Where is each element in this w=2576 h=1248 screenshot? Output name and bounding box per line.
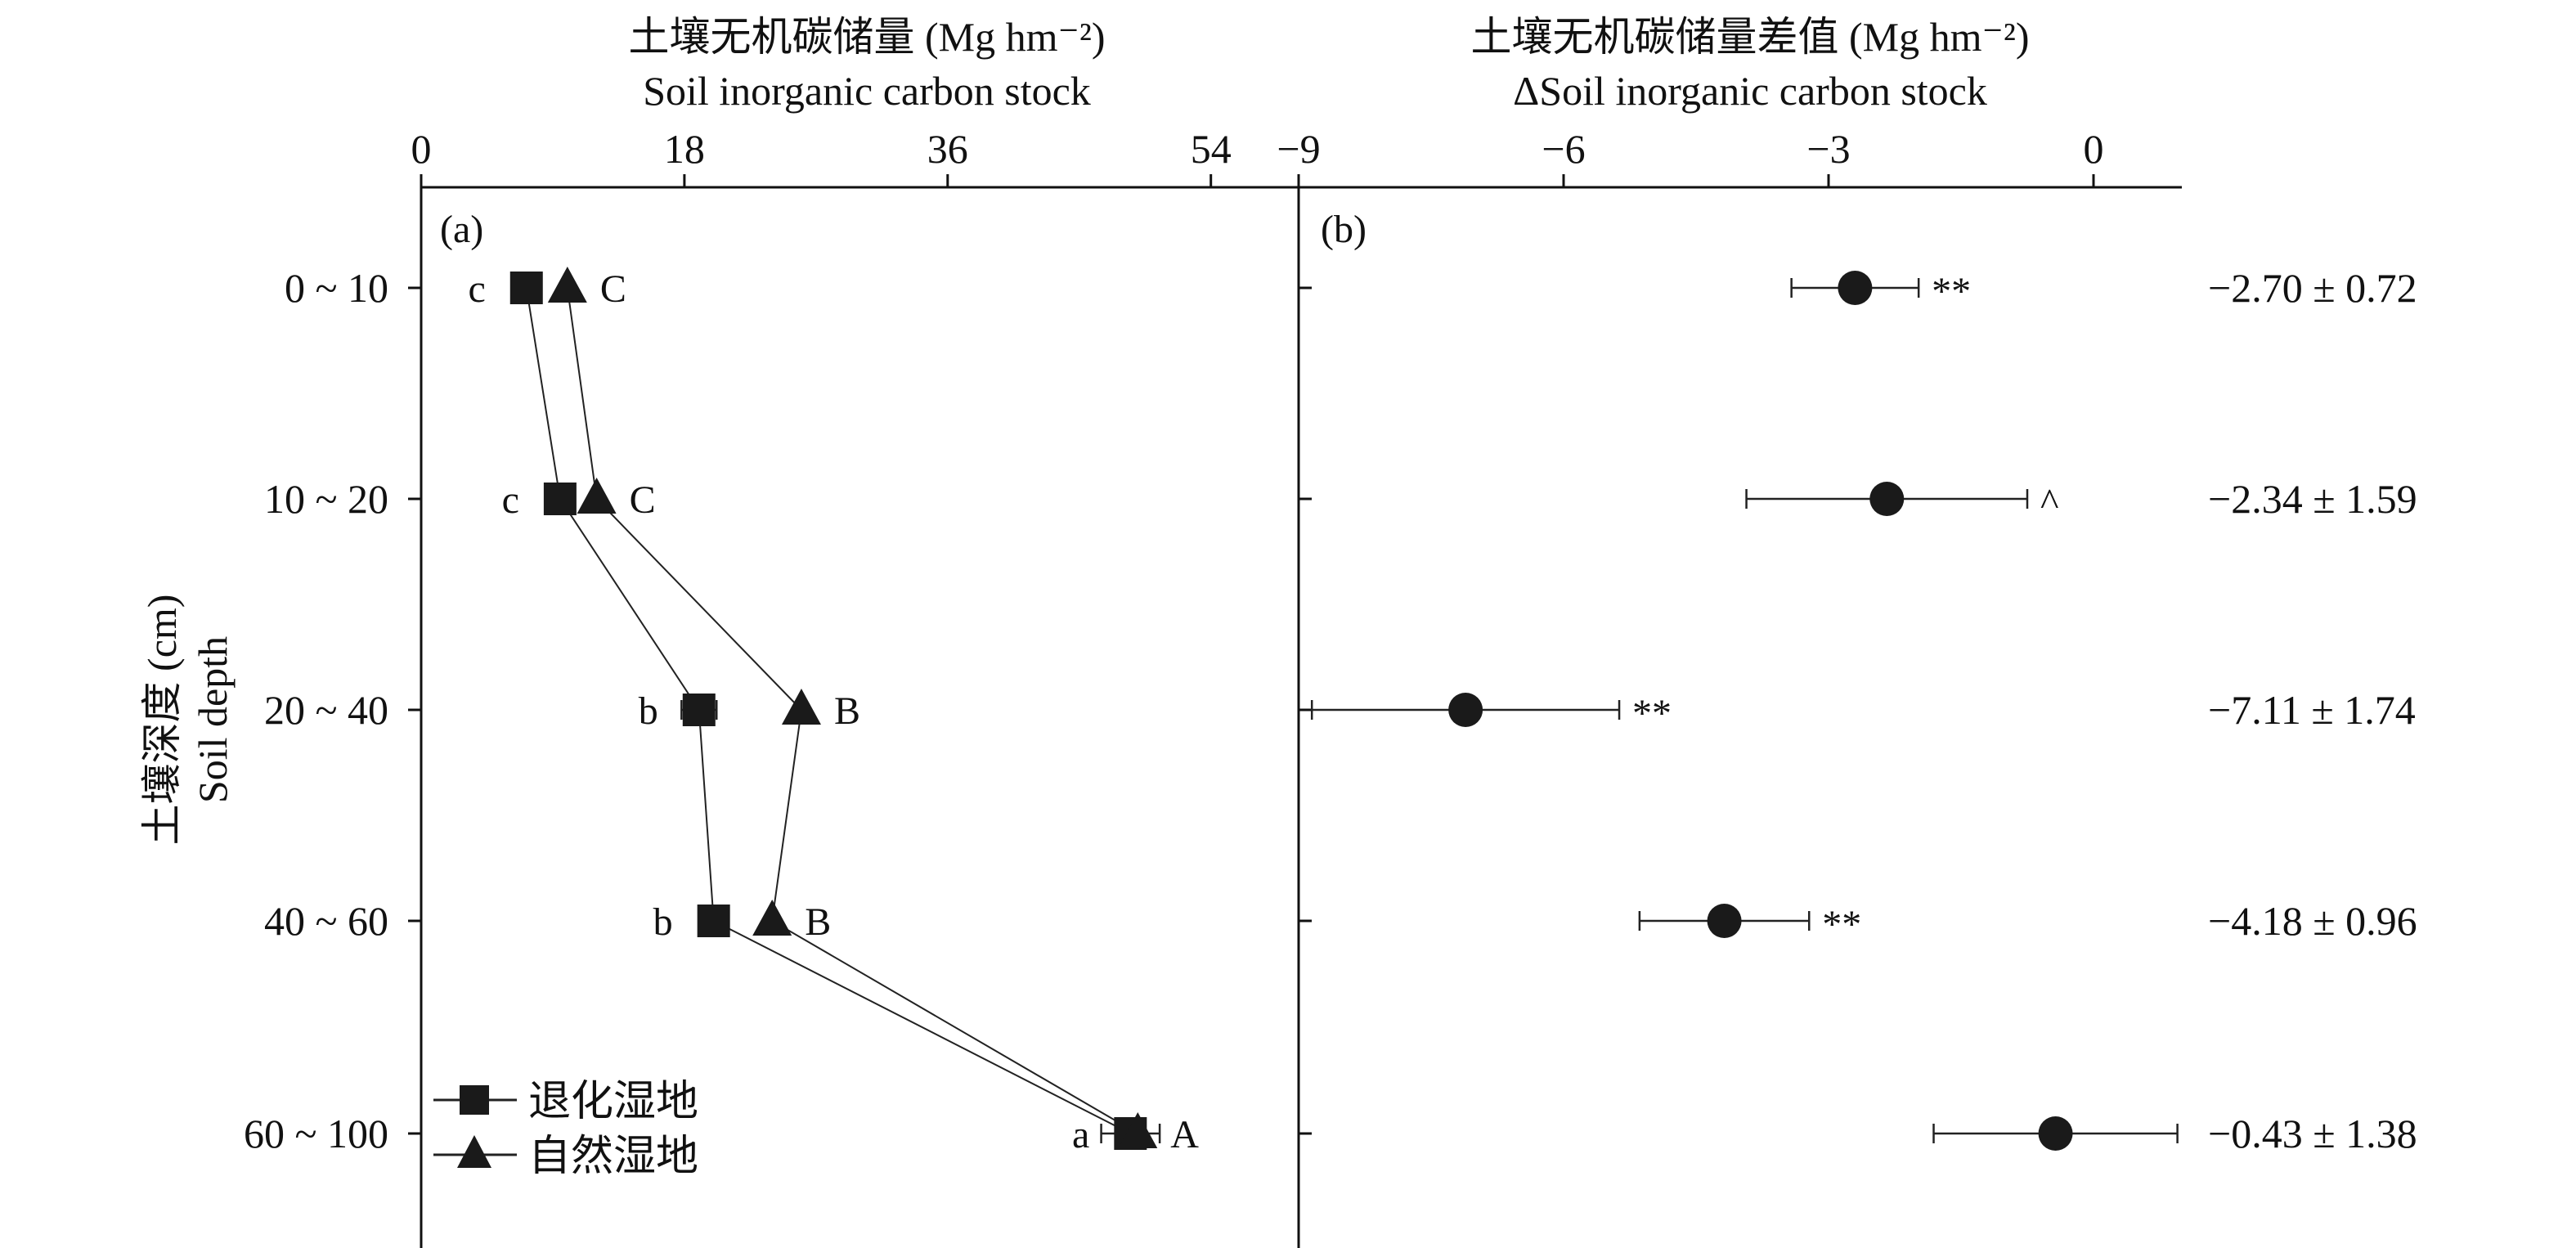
significance-letter: b (639, 689, 658, 733)
y-category-label: 0 ~ 10 (285, 265, 388, 311)
significance-mark: ** (1632, 692, 1672, 735)
panel-b-title-en: ΔSoil inorganic carbon stock (1513, 68, 1987, 114)
legend-label-degraded: 退化湿地 (528, 1077, 698, 1126)
y-category-label: 60 ~ 100 (244, 1111, 388, 1156)
panel-b-x-tick-label: −6 (1542, 126, 1585, 172)
significance-letter: A (1170, 1113, 1199, 1156)
panel-a-title-en: Soil inorganic carbon stock (643, 68, 1091, 114)
y-category-label: 20 ~ 40 (264, 687, 388, 733)
significance-mark: ^ (2040, 481, 2059, 524)
panel-b-x-tick-label: −3 (1806, 126, 1850, 172)
difference-point (1448, 693, 1483, 727)
significance-mark: ** (1822, 903, 1861, 946)
panel-a-tag: (a) (440, 208, 483, 251)
significance-letter: C (600, 267, 626, 311)
significance-letter: B (834, 689, 860, 733)
significance-letter: B (805, 900, 831, 944)
difference-value-label: −7.11 ± 1.74 (2208, 687, 2416, 733)
panel-a-x-tick-label: 0 (411, 126, 432, 172)
panel-b-title-cn: 土壤无机碳储量差值 (Mg hm⁻²) (1470, 14, 2029, 60)
panel-a-x-tick-label: 18 (664, 126, 705, 172)
degraded-point (543, 483, 577, 515)
natural-point (781, 689, 821, 725)
natural-point (547, 267, 587, 303)
natural-point (752, 900, 792, 936)
natural-point (577, 478, 617, 514)
significance-letter: b (653, 900, 673, 944)
panel-a-x-tick-label: 54 (1191, 126, 1232, 172)
degraded-point (697, 905, 730, 937)
panel-a-title-cn: 土壤无机碳储量 (Mg hm⁻²) (628, 14, 1105, 60)
difference-value-label: −2.70 ± 0.72 (2208, 265, 2417, 311)
legend: 退化湿地 自然湿地 (433, 1077, 698, 1181)
y-axis-title-cn: 土壤深度 (cm) (139, 595, 185, 846)
y-category-label: 10 ~ 20 (264, 476, 388, 522)
difference-value-label: −0.43 ± 1.38 (2208, 1111, 2417, 1156)
natural-point (1118, 1112, 1158, 1148)
panel-b-tag: (b) (1321, 208, 1367, 251)
difference-point (1707, 904, 1742, 938)
significance-letter: C (630, 478, 656, 522)
significance-letter: c (502, 478, 519, 522)
significance-mark: ** (1932, 270, 1971, 313)
degraded-series-line (525, 287, 1131, 1134)
significance-letter: c (468, 267, 485, 311)
difference-value-label: −2.34 ± 1.59 (2208, 476, 2417, 522)
legend-square-marker (460, 1085, 489, 1115)
difference-point (2038, 1116, 2073, 1151)
difference-point (1869, 482, 1905, 516)
legend-label-natural: 自然湿地 (528, 1132, 698, 1181)
legend-triangle-marker (457, 1135, 491, 1168)
y-category-label: 40 ~ 60 (264, 898, 388, 944)
degraded-point (682, 694, 716, 726)
difference-value-label: −4.18 ± 0.96 (2208, 898, 2417, 944)
panel-b-x-tick-label: 0 (2084, 126, 2104, 172)
difference-point (1838, 271, 1873, 305)
panel-b-x-tick-label: −9 (1277, 126, 1320, 172)
degraded-point (509, 272, 543, 304)
panel-a-x-tick-label: 36 (927, 126, 968, 172)
y-axis-title-en: Soil depth (190, 636, 236, 803)
significance-letter: a (1072, 1113, 1089, 1156)
